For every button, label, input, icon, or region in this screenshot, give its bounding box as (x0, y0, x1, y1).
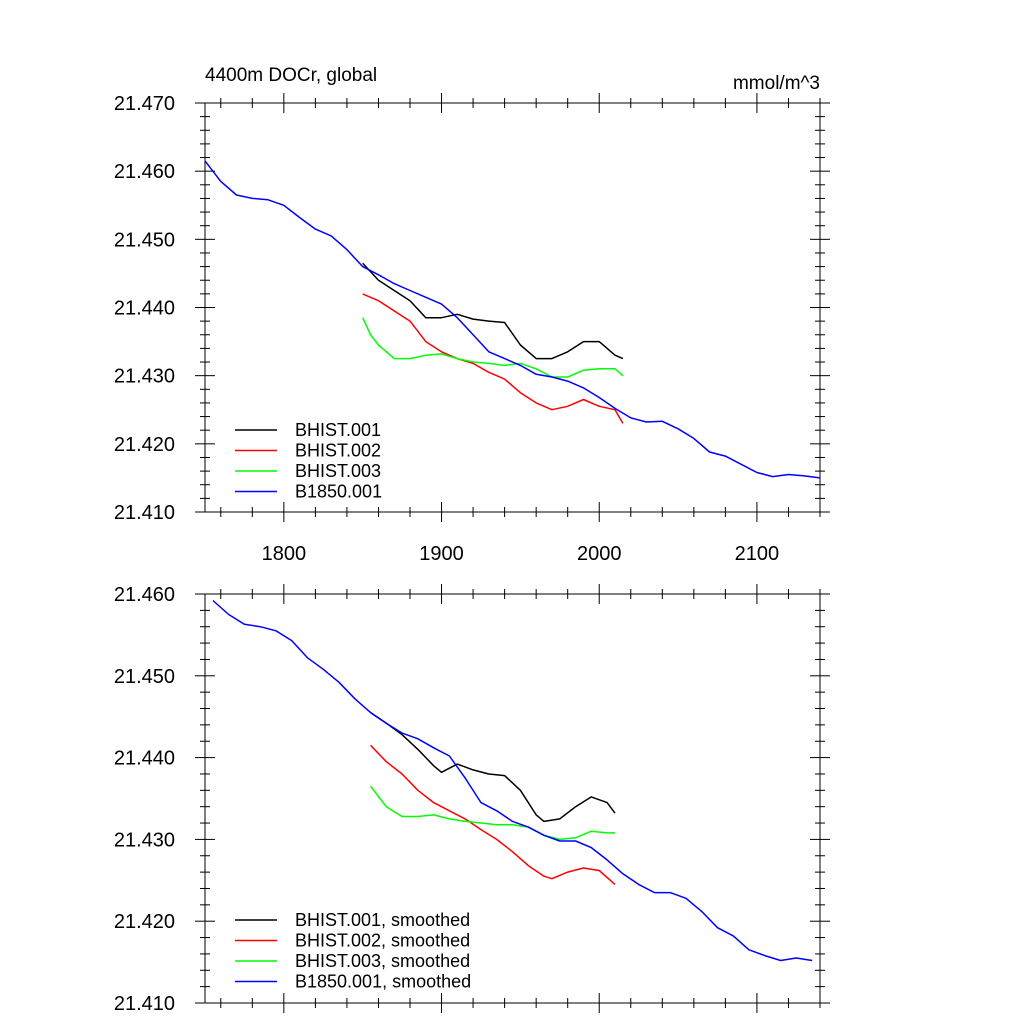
chart-title: 4400m DOCr, global (205, 65, 377, 86)
y-tick-label: 21.430 (114, 829, 175, 851)
top-panel: 1800 1900 2000 2100 21.410 21.420 21.430 21.440… (114, 65, 830, 565)
series-line-3 (204, 160, 821, 479)
legend-label: BHIST.002, smoothed (295, 931, 470, 951)
y-tick-label: 21.450 (114, 666, 175, 688)
series-line-2 (362, 317, 624, 378)
legend-label: B1850.001 (295, 482, 382, 502)
legend-label: BHIST.003 (295, 461, 381, 481)
y-tick-label: 21.440 (114, 298, 175, 320)
y-tick-label: 21.460 (114, 161, 175, 183)
y-tick-label: 21.470 (114, 93, 175, 115)
y-tick-label: 21.410 (114, 993, 175, 1015)
legend-label: BHIST.001 (295, 420, 381, 440)
legend-label: B1850.001, smoothed (295, 972, 471, 992)
y-tick-label: 21.430 (114, 366, 175, 388)
y-tick-label: 21.420 (114, 434, 175, 456)
legend-label: BHIST.002 (295, 441, 381, 461)
x-tick-label: 1900 (419, 543, 464, 565)
y-tick-label: 21.410 (114, 502, 175, 524)
series-line-1 (370, 744, 616, 885)
y-tick-label: 21.440 (114, 748, 175, 770)
series-line-2 (370, 785, 615, 841)
plot-frame (204, 593, 821, 1004)
series-line-3 (212, 599, 813, 962)
legend-label: BHIST.003, smoothed (295, 951, 470, 971)
units-label: mmol/m^3 (733, 73, 820, 94)
y-tick-label: 21.420 (114, 911, 175, 933)
bottom-panel: 21.410 21.420 21.430 21.440 21.450 21.460 BHIS… (114, 584, 830, 1015)
legend-label: BHIST.001, smoothed (295, 910, 470, 930)
y-tick-label: 21.460 (114, 584, 175, 606)
x-tick-label: 2100 (735, 543, 780, 565)
x-tick-label: 2000 (577, 543, 622, 565)
y-tick-label: 21.450 (114, 229, 175, 251)
series-line-0 (370, 711, 616, 823)
series-line-0 (362, 262, 624, 360)
x-tick-label: 1800 (262, 543, 307, 565)
series-line-1 (362, 293, 624, 424)
